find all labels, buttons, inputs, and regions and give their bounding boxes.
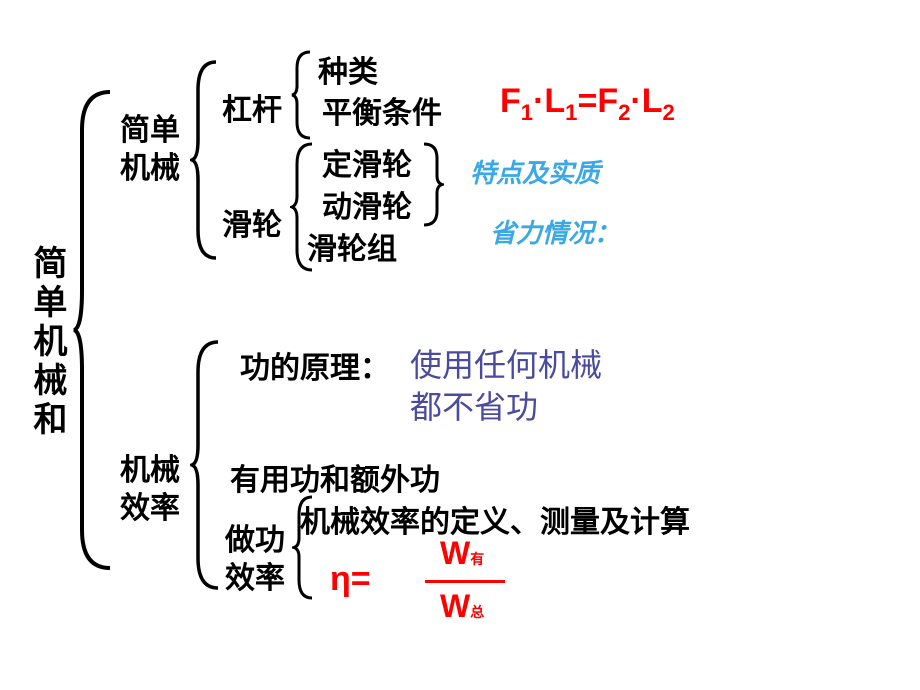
pulley-c1: 定滑轮 (322, 140, 412, 184)
brace-pulley-right (422, 142, 444, 227)
root-label: 简单机械和 (30, 245, 71, 440)
pulley-note1: 特点及实质 (470, 153, 600, 190)
lever-c1: 种类 (318, 47, 378, 91)
fraction-bar (425, 580, 505, 583)
pulley-c2: 动滑轮 (322, 182, 412, 226)
pulley-note2: 省力情况： (490, 213, 620, 250)
brace-1b (190, 340, 220, 590)
work-principle-d2: 都不省功 (410, 382, 538, 428)
lever-c2: 平衡条件 (322, 88, 442, 132)
work-eff-eta: η= (330, 560, 371, 599)
lever-formula: F1·L1=F2·L2 (500, 82, 675, 126)
brace-1a (190, 60, 218, 260)
work-principle-d1: 使用任何机械 (410, 340, 602, 386)
work-eff-l2: 效率 (225, 553, 285, 597)
work-eff-def: 机械效率的定义、测量及计算 (300, 497, 690, 541)
pulley-label: 滑轮 (222, 200, 282, 244)
brace-root (72, 90, 112, 570)
work-eff-den: W总 (440, 588, 484, 625)
lever-label: 杠杆 (222, 85, 282, 129)
useful-extra: 有用功和额外功 (230, 455, 440, 499)
lvl1b-line2: 效率 (120, 483, 180, 527)
work-principle-label: 功的原理： (240, 343, 390, 387)
pulley-c3: 滑轮组 (307, 224, 397, 268)
brace-lever (290, 50, 312, 140)
work-eff-num: W有 (440, 535, 484, 572)
lvl1a-line2: 机械 (120, 143, 180, 187)
